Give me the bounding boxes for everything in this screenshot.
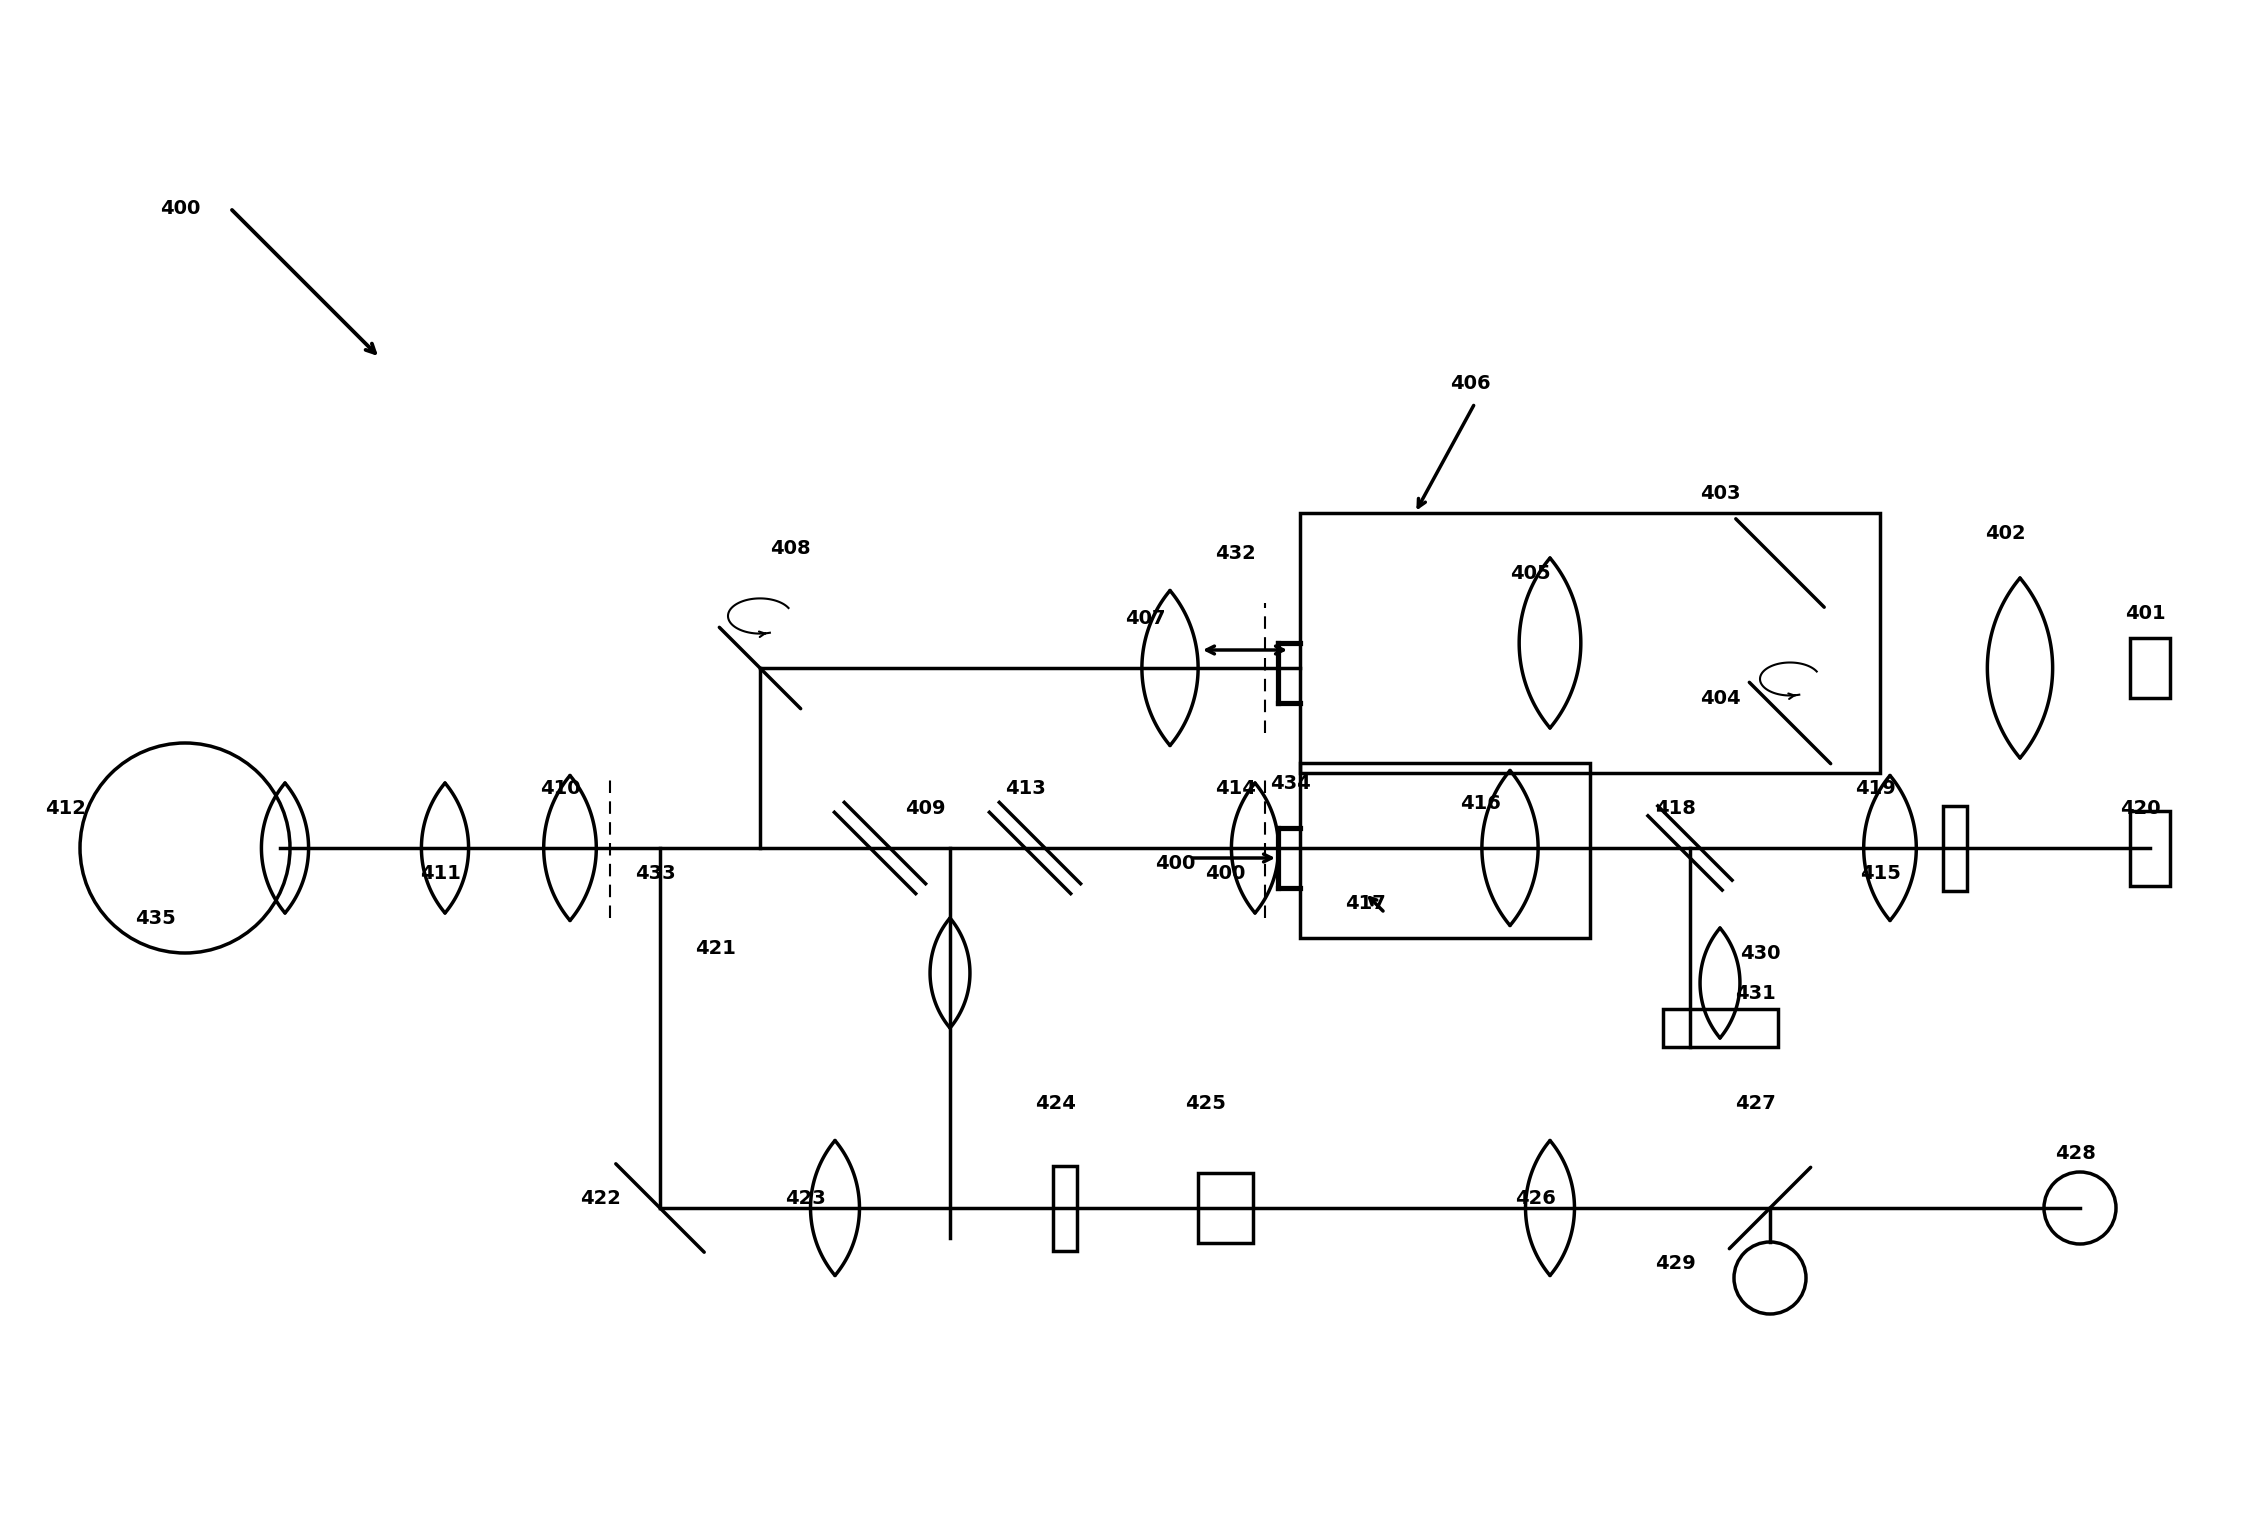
- Text: 418: 418: [1654, 799, 1695, 817]
- Bar: [1301, 513, 1881, 773]
- Text: 424: 424: [1036, 1094, 1076, 1112]
- Text: 411: 411: [419, 863, 460, 883]
- Bar: [1942, 805, 1967, 891]
- Bar: [1196, 1174, 1253, 1242]
- Bar: [1054, 1166, 1076, 1250]
- Text: 426: 426: [1516, 1189, 1557, 1209]
- Text: 412: 412: [45, 799, 86, 817]
- Text: 427: 427: [1736, 1094, 1777, 1112]
- Text: 400: 400: [1206, 863, 1246, 883]
- Text: 410: 410: [539, 779, 580, 798]
- Bar: [2130, 639, 2171, 698]
- Text: 417: 417: [1346, 894, 1387, 914]
- Text: 429: 429: [1654, 1254, 1695, 1273]
- Text: 433: 433: [634, 863, 675, 883]
- Text: 416: 416: [1459, 795, 1500, 813]
- Text: 421: 421: [696, 940, 736, 958]
- Text: 414: 414: [1215, 779, 1255, 798]
- Text: 435: 435: [136, 909, 177, 927]
- Text: 432: 432: [1215, 544, 1255, 562]
- Text: 400: 400: [1156, 854, 1196, 872]
- Text: 430: 430: [1740, 944, 1781, 963]
- Text: 402: 402: [1985, 524, 2026, 542]
- Text: 419: 419: [1856, 779, 1897, 798]
- Bar: [1663, 1008, 1777, 1047]
- Text: 409: 409: [904, 799, 945, 817]
- Text: 425: 425: [1185, 1094, 1226, 1112]
- Text: 423: 423: [784, 1189, 825, 1209]
- Text: 400: 400: [161, 199, 199, 219]
- Text: 403: 403: [1700, 484, 1740, 503]
- Text: 420: 420: [2121, 799, 2159, 817]
- Text: 406: 406: [1450, 374, 1491, 393]
- Bar: [1301, 762, 1591, 938]
- Text: 404: 404: [1700, 689, 1740, 707]
- Text: 422: 422: [580, 1189, 621, 1209]
- Text: 431: 431: [1736, 984, 1777, 1002]
- Text: 405: 405: [1509, 564, 1550, 584]
- Text: 401: 401: [2126, 604, 2166, 623]
- Text: 434: 434: [1269, 775, 1310, 793]
- Text: 413: 413: [1006, 779, 1045, 798]
- Text: 407: 407: [1124, 610, 1165, 628]
- Text: 415: 415: [1860, 863, 1901, 883]
- Text: 408: 408: [770, 539, 811, 558]
- Bar: [2130, 810, 2171, 886]
- Text: 428: 428: [2055, 1144, 2096, 1163]
